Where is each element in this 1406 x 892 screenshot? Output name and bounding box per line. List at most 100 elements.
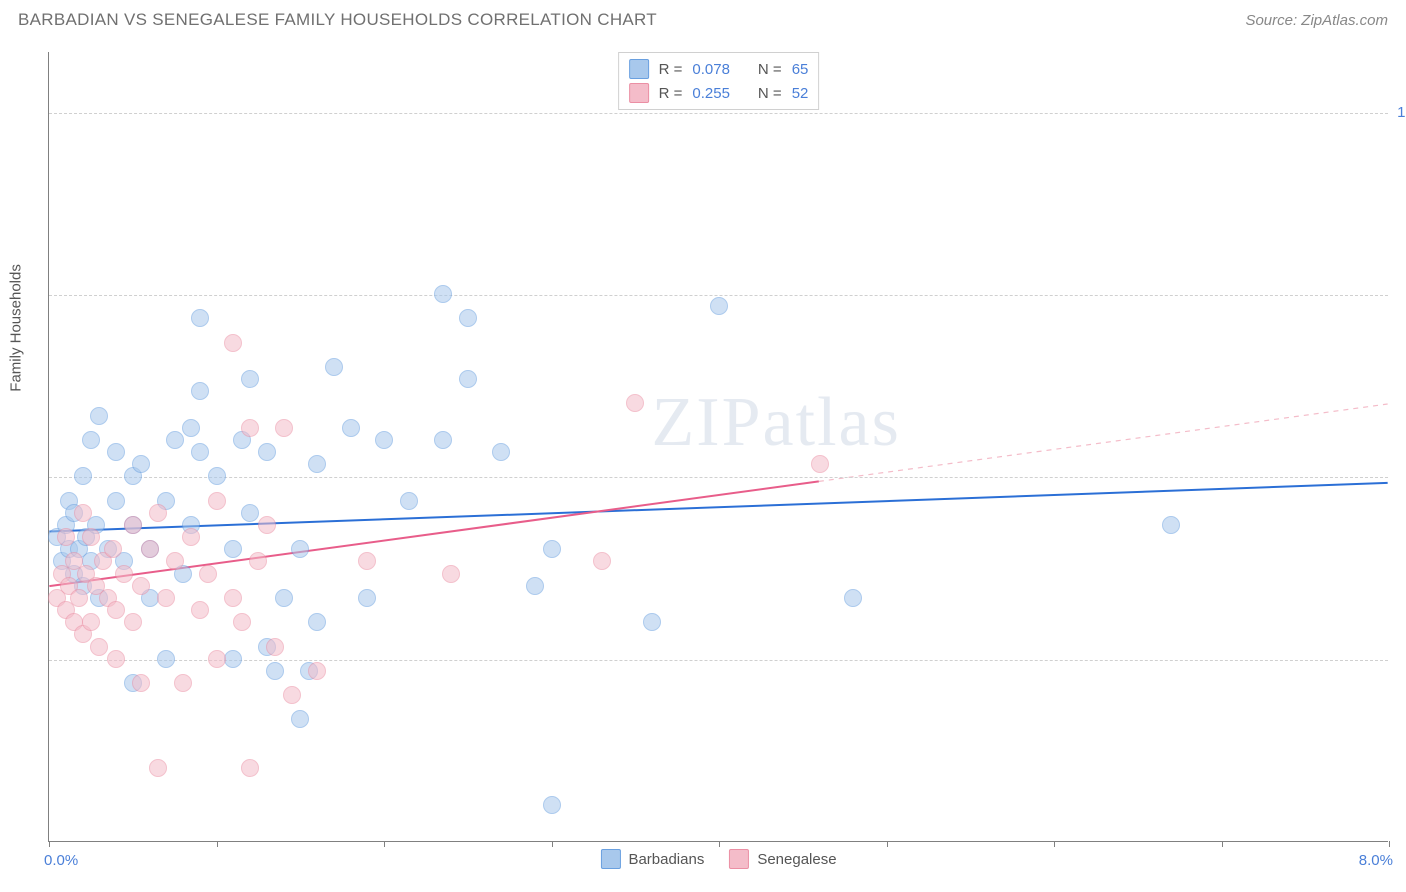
x-axis-max-label: 8.0% <box>1359 852 1393 869</box>
scatter-point <box>643 613 661 631</box>
chart-title: BARBADIAN VS SENEGALESE FAMILY HOUSEHOLD… <box>18 10 657 30</box>
scatter-point <box>208 467 226 485</box>
x-tick <box>1054 841 1055 847</box>
scatter-point <box>593 552 611 570</box>
legend-row: R = 0.255 N = 52 <box>629 81 809 105</box>
scatter-point <box>400 492 418 510</box>
scatter-point <box>526 577 544 595</box>
scatter-point <box>844 589 862 607</box>
scatter-point <box>358 589 376 607</box>
scatter-point <box>70 589 88 607</box>
scatter-point <box>325 358 343 376</box>
scatter-point <box>182 528 200 546</box>
correlation-legend: R = 0.078 N = 65 R = 0.255 N = 52 <box>618 52 820 110</box>
scatter-point <box>710 297 728 315</box>
scatter-point <box>291 710 309 728</box>
scatter-point <box>115 565 133 583</box>
legend-r-value: 0.255 <box>692 85 730 102</box>
y-tick-label: 70.0% <box>1393 468 1406 485</box>
scatter-point <box>107 601 125 619</box>
trend-lines-layer <box>49 52 1388 841</box>
watermark: ZIPatlas <box>652 383 901 463</box>
scatter-point <box>149 759 167 777</box>
scatter-point <box>82 431 100 449</box>
scatter-point <box>291 540 309 558</box>
scatter-point <box>182 419 200 437</box>
legend-n-label: N = <box>758 61 782 78</box>
scatter-point <box>626 394 644 412</box>
scatter-point <box>233 613 251 631</box>
scatter-point <box>124 516 142 534</box>
scatter-point <box>258 516 276 534</box>
legend-r-label: R = <box>659 61 683 78</box>
scatter-point <box>132 577 150 595</box>
scatter-point <box>442 565 460 583</box>
scatter-point <box>308 455 326 473</box>
scatter-point <box>90 407 108 425</box>
legend-swatch <box>629 59 649 79</box>
scatter-point <box>241 370 259 388</box>
scatter-point <box>266 638 284 656</box>
x-tick <box>552 841 553 847</box>
plot-area: Family Households ZIPatlas R =0.078N =65… <box>48 52 1388 842</box>
scatter-point <box>258 443 276 461</box>
scatter-point <box>157 589 175 607</box>
legend-r-value: 0.078 <box>692 61 730 78</box>
legend-swatch <box>629 83 649 103</box>
scatter-point <box>132 455 150 473</box>
y-tick-label: 100.0% <box>1393 104 1406 121</box>
scatter-point <box>308 613 326 631</box>
scatter-point <box>132 674 150 692</box>
legend-n-label: N = <box>758 85 782 102</box>
x-tick <box>1389 841 1390 847</box>
scatter-point <box>224 540 242 558</box>
scatter-point <box>492 443 510 461</box>
scatter-point <box>459 370 477 388</box>
scatter-point <box>241 504 259 522</box>
scatter-point <box>191 382 209 400</box>
x-tick <box>887 841 888 847</box>
legend-label: Barbadians <box>628 851 704 868</box>
scatter-point <box>107 443 125 461</box>
scatter-point <box>104 540 122 558</box>
y-tick-label: 85.0% <box>1393 286 1406 303</box>
scatter-point <box>57 528 75 546</box>
scatter-point <box>82 528 100 546</box>
legend-n-value: 65 <box>792 61 809 78</box>
series-legend: Barbadians Senegalese <box>600 849 836 869</box>
header: BARBADIAN VS SENEGALESE FAMILY HOUSEHOLD… <box>18 10 1388 30</box>
scatter-point <box>166 552 184 570</box>
scatter-point <box>191 443 209 461</box>
scatter-point <box>1162 516 1180 534</box>
scatter-point <box>811 455 829 473</box>
scatter-point <box>543 796 561 814</box>
y-tick-label: 55.0% <box>1393 651 1406 668</box>
legend-row: R = 0.078 N = 65 <box>629 57 809 81</box>
scatter-point <box>141 540 159 558</box>
y-axis-title: Family Households <box>8 264 25 392</box>
scatter-point <box>283 686 301 704</box>
scatter-point <box>275 419 293 437</box>
gridline <box>49 295 1388 296</box>
scatter-point <box>157 650 175 668</box>
x-tick <box>49 841 50 847</box>
scatter-point <box>434 285 452 303</box>
scatter-point <box>241 759 259 777</box>
trend-line-extrapolated <box>819 404 1388 481</box>
legend-item: Senegalese <box>729 849 836 869</box>
gridline <box>49 660 1388 661</box>
scatter-point <box>275 589 293 607</box>
scatter-point <box>308 662 326 680</box>
x-tick <box>719 841 720 847</box>
legend-n-value: 52 <box>792 85 809 102</box>
scatter-point <box>82 613 100 631</box>
scatter-point <box>174 674 192 692</box>
scatter-point <box>375 431 393 449</box>
legend-item: Barbadians <box>600 849 704 869</box>
scatter-point <box>107 492 125 510</box>
legend-swatch <box>600 849 620 869</box>
scatter-point <box>208 650 226 668</box>
legend-r-label: R = <box>659 85 683 102</box>
scatter-point <box>199 565 217 583</box>
scatter-point <box>149 504 167 522</box>
